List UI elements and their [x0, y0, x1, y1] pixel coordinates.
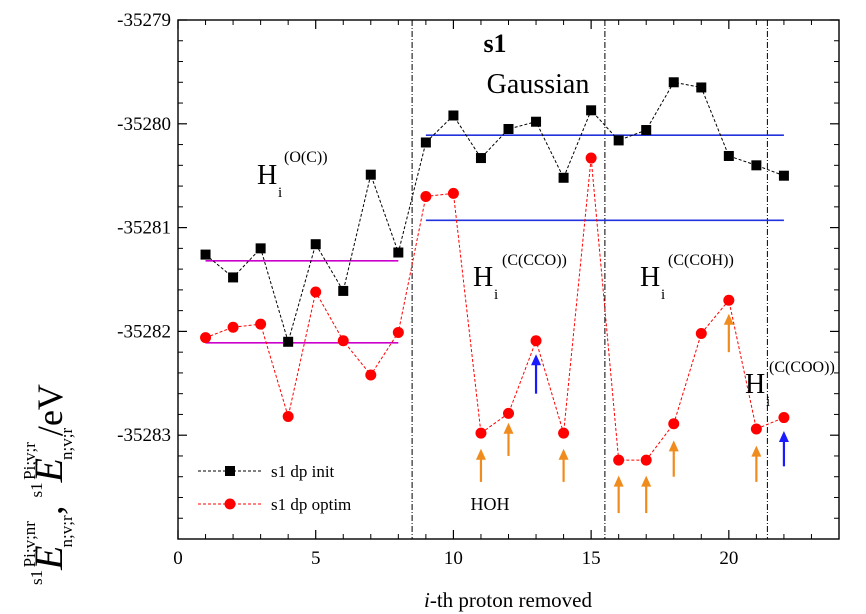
data-point-optim: [613, 454, 625, 466]
arrow: [641, 475, 652, 514]
data-point-init: [448, 110, 459, 121]
data-point-optim: [695, 327, 707, 339]
data-point-init: [723, 150, 734, 161]
y-tick-label: -35281: [117, 218, 171, 239]
data-point-optim: [420, 190, 432, 202]
annotation-hoh: HOH: [471, 494, 510, 514]
legend-item-init: s1 dp init: [198, 462, 335, 481]
data-point-optim: [475, 427, 487, 439]
data-point-optim: [282, 411, 294, 423]
x-tick-label: 20: [719, 548, 738, 569]
data-point-init: [420, 137, 431, 148]
x-tick-label: 5: [311, 548, 321, 569]
legend-label-init: s1 dp init: [271, 462, 335, 481]
data-point-init: [365, 169, 376, 180]
data-point-init: [310, 239, 321, 250]
y-tick-label: -35283: [117, 425, 171, 446]
data-point-init: [283, 336, 294, 347]
svg-text:H: H: [745, 369, 765, 400]
chart-title: s1: [483, 29, 506, 58]
data-point-init: [531, 116, 542, 127]
data-point-optim: [585, 152, 597, 164]
svg-text:i: i: [766, 394, 770, 410]
arrow: [503, 422, 514, 456]
data-point-optim: [392, 326, 404, 338]
arrow: [475, 448, 486, 482]
data-point-optim: [503, 407, 514, 419]
data-point-optim: [255, 318, 267, 330]
axis-ticks: 0 5 10 15 20 -35279 -35280 -35281 -35282 -35283: [117, 10, 840, 569]
svg-text:i: i: [494, 287, 498, 303]
x-axis-label: i-th proton removed: [424, 588, 592, 612]
y-tick-label: -35282: [117, 321, 171, 342]
arrow: [531, 354, 542, 394]
data-point-optim: [723, 294, 735, 306]
data-point-init: [393, 247, 404, 258]
svg-text:(C(COH)): (C(COH)): [668, 252, 734, 269]
y-tick-label: -35279: [117, 10, 171, 31]
annotation-h-ccoo: H i (C(COO)): [745, 359, 835, 410]
arrow: [558, 448, 569, 482]
data-point-optim: [668, 418, 680, 430]
data-point-init: [558, 172, 569, 183]
data-point-optim: [750, 423, 762, 435]
svg-text:(C(COO)): (C(COO)): [769, 359, 835, 376]
arrow: [668, 440, 679, 477]
data-point-init: [338, 285, 349, 296]
data-point-init: [778, 170, 789, 181]
data-point-optim: [337, 335, 349, 347]
data-point-optim: [778, 412, 790, 424]
data-point-optim: [558, 427, 570, 439]
annotation-h-ccoh: H i (C(COH)): [640, 252, 734, 303]
data-point-init: [475, 153, 486, 164]
chart-subtitle: Gaussian: [487, 69, 590, 100]
data-point-init: [255, 243, 266, 254]
legend-label-optim: s1 dp optim: [271, 495, 351, 514]
legend: s1 dp init s1 dp optim: [198, 462, 351, 514]
data-point-optim: [640, 454, 652, 466]
region-separators: [411, 20, 768, 539]
annotation-h-oc: H i (O(C)): [257, 149, 328, 201]
data-point-init: [751, 160, 762, 171]
data-point-optim: [530, 335, 542, 347]
svg-text:i: i: [278, 185, 282, 201]
svg-text:i: i: [661, 287, 665, 303]
arrow: [751, 445, 762, 482]
reference-lines: [205, 134, 784, 344]
x-tick-label: 15: [582, 548, 601, 569]
data-point-init: [668, 77, 679, 88]
svg-text:H: H: [640, 262, 660, 293]
series-line-1: [205, 158, 785, 461]
data-point-init: [200, 249, 211, 260]
data-point-optim: [200, 332, 212, 344]
legend-item-optim: s1 dp optim: [198, 495, 351, 514]
data-point-optim: [227, 321, 239, 333]
x-tick-label: 10: [444, 548, 463, 569]
series-line-0: [205, 81, 785, 344]
data-point-init: [696, 82, 707, 93]
data-point-optim: [447, 187, 459, 199]
annotation-h-ccco: H i (C(CCO)): [473, 252, 567, 303]
svg-text:H: H: [473, 262, 493, 293]
y-tick-label: -35280: [117, 114, 171, 135]
svg-text:(O(C)): (O(C)): [284, 149, 328, 166]
svg-text:(C(CCO)): (C(CCO)): [502, 252, 567, 269]
data-point-init: [641, 125, 652, 136]
svg-text:s1En;v;rPi;v;nr,s1En;v;rPi;v;r: s1En;v;rPi;v;nr,s1En;v;rPi;v;r/eV: [20, 384, 76, 585]
x-tick-label: 0: [173, 548, 183, 569]
data-series: [200, 77, 790, 466]
y-axis-label: s1En;v;rPi;v;nr,s1En;v;rPi;v;r/eV: [20, 384, 76, 585]
arrow: [613, 475, 624, 514]
data-point-init: [613, 135, 624, 146]
data-point-optim: [365, 369, 377, 381]
arrow: [778, 431, 789, 467]
data-point-init: [503, 123, 514, 134]
data-point-init: [228, 272, 239, 283]
arrows: [475, 313, 789, 514]
data-point-optim: [310, 286, 322, 298]
arrow: [723, 313, 734, 353]
data-point-init: [586, 105, 597, 116]
svg-text:H: H: [257, 160, 277, 191]
